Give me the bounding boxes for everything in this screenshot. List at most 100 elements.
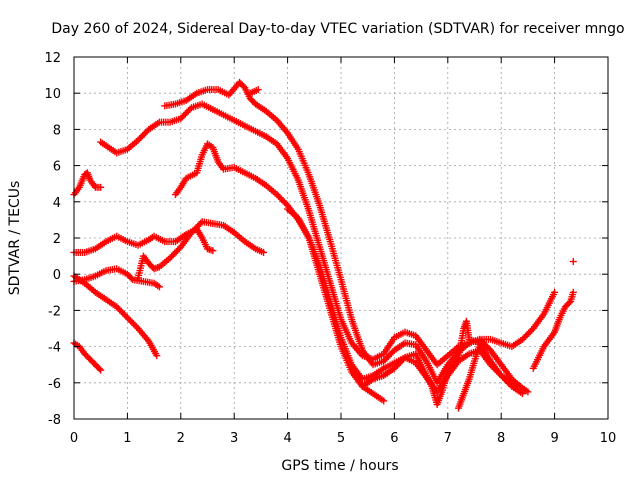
x-tick-label: 2 [177,431,185,446]
data-point [192,224,200,232]
data-point [120,311,128,319]
data-point [119,309,127,317]
data-point [128,318,136,326]
x-tick-label: 3 [230,431,238,446]
data-point [187,229,195,237]
data-point [136,135,144,143]
data-point [398,357,406,365]
data-point [189,227,197,235]
data-point [390,364,398,372]
data-point [113,303,121,311]
data-point [209,247,217,255]
data-point [397,358,405,366]
y-tick-label: -4 [48,341,61,356]
x-tick-label: 7 [444,431,452,446]
data-point [117,307,125,315]
data-point [526,328,534,336]
data-point [393,361,401,369]
data-point [184,107,192,115]
data-point [139,132,147,140]
data-point [116,306,124,314]
data-point [122,312,130,320]
data-point [523,331,531,339]
y-tick-label: 12 [44,51,61,66]
data-point [281,198,289,206]
data-point [134,136,142,144]
data-point [166,254,174,262]
y-axis-title: SDTVAR / TECUs [7,181,23,296]
data-point [513,382,521,390]
y-tick-label: 2 [53,232,61,247]
data-point [174,246,182,254]
data-point [95,365,103,373]
y-tick-label: 8 [53,123,61,138]
data-point [130,320,138,328]
axis-ticks [73,56,609,420]
data-point [384,352,392,360]
data-points [70,78,577,412]
data-point [181,110,189,118]
data-point [383,354,391,362]
x-tick-label: 0 [70,431,78,446]
data-point [519,335,527,343]
data-point [186,105,194,113]
data-point [97,183,105,191]
y-tick-label: -2 [48,304,61,319]
data-point [142,129,150,137]
data-point [191,225,199,233]
data-point [194,222,202,230]
data-point [381,356,389,364]
data-point [400,355,408,363]
y-tick-label: 4 [53,196,61,211]
data-point [276,194,284,202]
data-point [386,351,394,359]
x-tick-label: 8 [497,431,505,446]
x-tick-label: 6 [390,431,398,446]
data-point [569,288,577,296]
data-point [169,251,177,259]
data-point [133,323,141,331]
data-point [254,86,262,94]
data-point [137,133,145,141]
data-point [387,349,395,357]
data-point [197,219,205,227]
x-tick-label: 4 [283,431,291,446]
data-point [273,191,281,199]
data-point [183,108,191,116]
y-tick-label: 10 [44,87,61,102]
data-point [180,111,188,119]
data-point [392,363,400,371]
data-point [524,388,532,396]
data-point [565,299,573,307]
data-point [131,321,139,329]
data-point [155,283,163,291]
x-tick-label: 5 [337,431,345,446]
x-tick-label: 1 [123,431,131,446]
data-point [177,115,185,123]
data-point [525,329,533,337]
data-point [274,192,282,200]
data-point [153,352,161,360]
y-tick-label: -6 [48,377,61,392]
data-point [569,258,577,266]
data-point [260,248,268,256]
data-point [277,195,285,203]
y-tick-label: 0 [53,268,61,283]
data-point [551,288,559,296]
data-point [279,197,287,205]
y-tick-label: -8 [48,413,61,428]
x-tick-label: 9 [550,431,558,446]
data-point [97,366,105,374]
data-point [195,221,203,229]
data-point [171,249,179,257]
x-tick-label: 10 [600,431,617,446]
data-point [125,315,133,323]
data-point [380,357,388,365]
data-point [168,252,176,260]
data-point [476,341,484,349]
data-point [123,314,131,322]
data-point [178,113,186,121]
